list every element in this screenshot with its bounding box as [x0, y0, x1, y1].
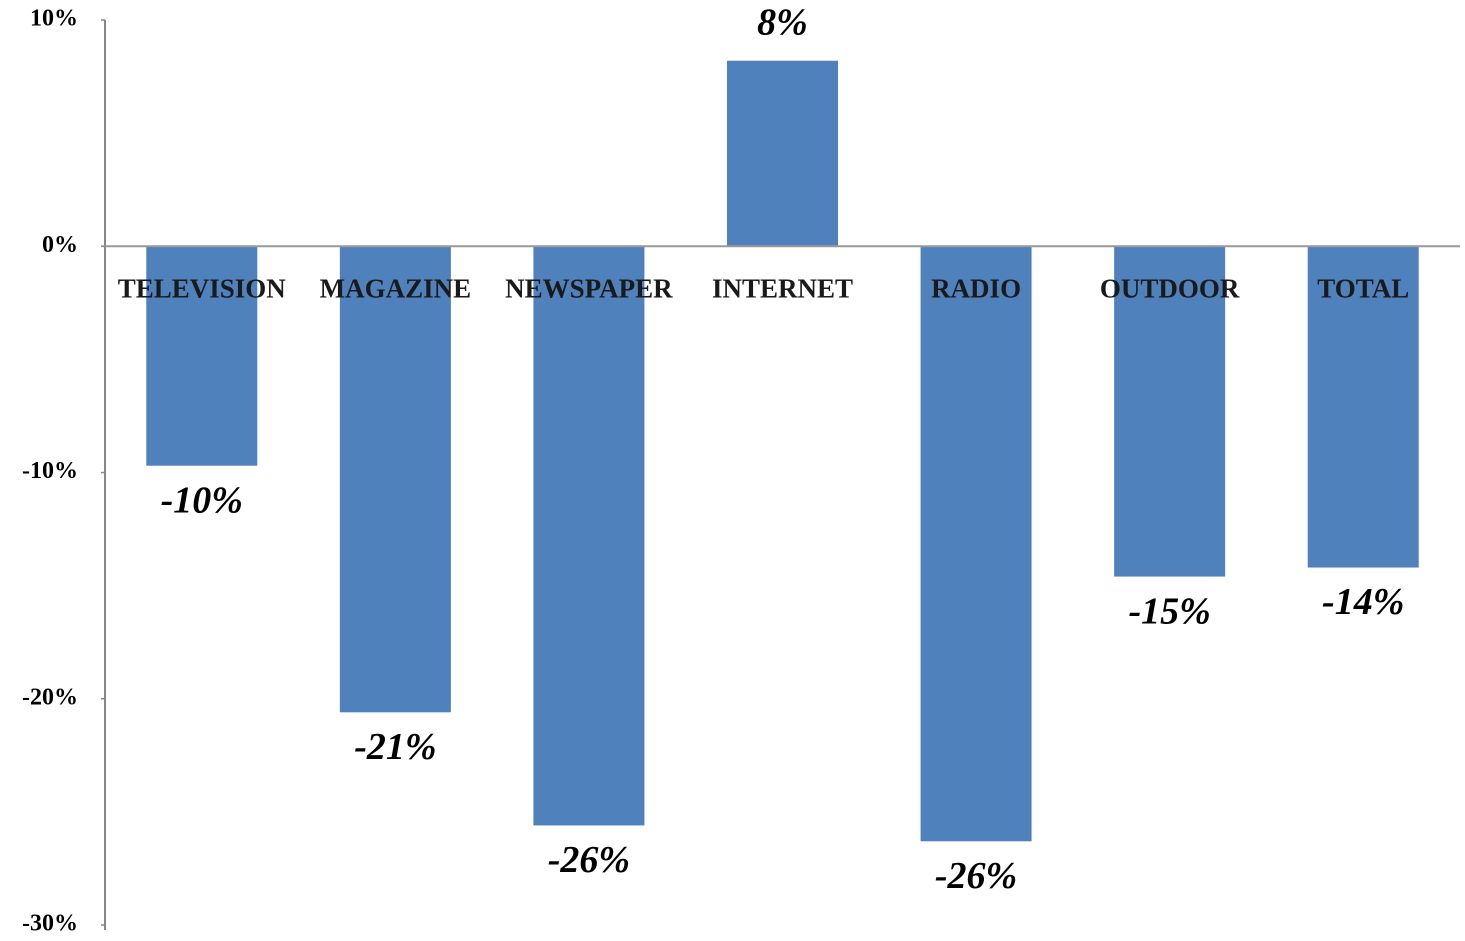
x-tick-label: TOTAL: [1317, 273, 1409, 303]
bar: [533, 246, 645, 826]
x-tick-label: RADIO: [931, 273, 1021, 303]
x-tick-label: OUTDOOR: [1100, 273, 1240, 303]
data-label: -14%: [1322, 581, 1404, 623]
data-label: -21%: [354, 726, 436, 768]
bar: [1114, 246, 1226, 577]
x-tick-label: MAGAZINE: [320, 273, 472, 303]
data-label: -10%: [161, 479, 243, 521]
y-tick-label: -10%: [22, 458, 78, 484]
data-label: -26%: [548, 839, 630, 881]
x-tick-label: NEWSPAPER: [505, 273, 673, 303]
data-label: 8%: [757, 1, 808, 43]
data-label: -26%: [935, 855, 1017, 897]
bar: [146, 246, 258, 466]
y-tick-label: 0%: [42, 232, 78, 258]
y-tick-label: -20%: [22, 684, 78, 710]
x-tick-label: TELEVISION: [118, 273, 287, 303]
bar: [339, 246, 451, 713]
y-tick-label: 10%: [30, 6, 78, 32]
x-tick-label: INTERNET: [712, 273, 853, 303]
bar: [727, 60, 838, 247]
bar: [1307, 246, 1419, 568]
data-label: -15%: [1128, 590, 1210, 632]
y-tick-label: -30%: [22, 911, 78, 937]
bar: [920, 246, 1032, 842]
